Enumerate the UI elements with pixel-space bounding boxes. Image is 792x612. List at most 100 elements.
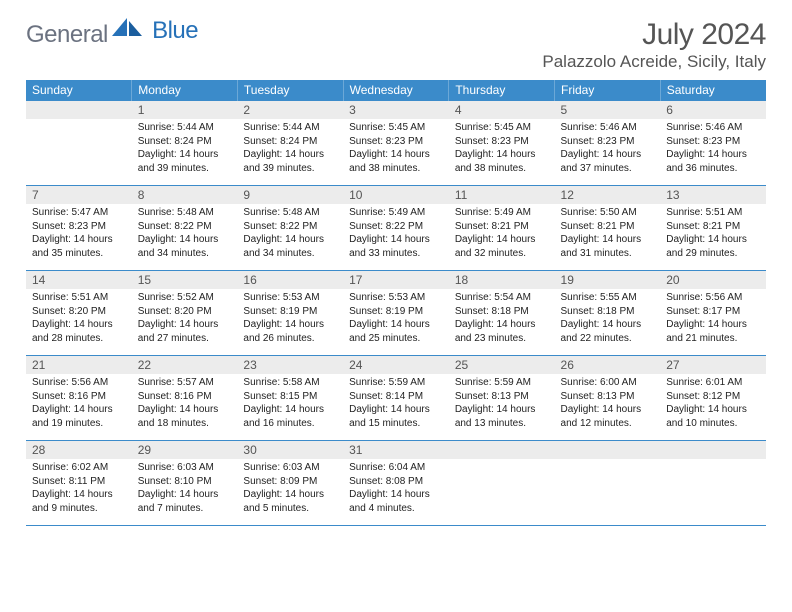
day-content-row: Sunrise: 6:02 AMSunset: 8:11 PMDaylight:…: [26, 459, 766, 526]
sunrise-text: Sunrise: 5:44 AM: [138, 121, 232, 135]
day-cell: Sunrise: 5:49 AMSunset: 8:22 PMDaylight:…: [343, 204, 449, 271]
daylight-text: Daylight: 14 hours and 31 minutes.: [561, 233, 655, 260]
day-number: 16: [237, 271, 343, 290]
weekday-header: Tuesday: [237, 80, 343, 101]
day-cell: [26, 119, 132, 186]
sunset-text: Sunset: 8:12 PM: [666, 390, 760, 404]
day-number: 22: [132, 356, 238, 375]
sunrise-text: Sunrise: 5:49 AM: [455, 206, 549, 220]
day-number: 14: [26, 271, 132, 290]
sunrise-text: Sunrise: 6:03 AM: [138, 461, 232, 475]
weekday-header: Sunday: [26, 80, 132, 101]
sunset-text: Sunset: 8:24 PM: [243, 135, 337, 149]
day-number: 10: [343, 186, 449, 205]
day-cell: Sunrise: 5:48 AMSunset: 8:22 PMDaylight:…: [237, 204, 343, 271]
sunset-text: Sunset: 8:19 PM: [349, 305, 443, 319]
daylight-text: Daylight: 14 hours and 13 minutes.: [455, 403, 549, 430]
sunset-text: Sunset: 8:20 PM: [138, 305, 232, 319]
daylight-text: Daylight: 14 hours and 10 minutes.: [666, 403, 760, 430]
location-subtitle: Palazzolo Acreide, Sicily, Italy: [26, 52, 766, 72]
day-number: 20: [660, 271, 766, 290]
day-number: 24: [343, 356, 449, 375]
sunrise-text: Sunrise: 5:51 AM: [666, 206, 760, 220]
weekday-header-row: Sunday Monday Tuesday Wednesday Thursday…: [26, 80, 766, 101]
day-cell: [660, 459, 766, 526]
day-number: 6: [660, 101, 766, 120]
sunrise-text: Sunrise: 5:56 AM: [32, 376, 126, 390]
sunrise-text: Sunrise: 5:46 AM: [561, 121, 655, 135]
daylight-text: Daylight: 14 hours and 39 minutes.: [138, 148, 232, 175]
daylight-text: Daylight: 14 hours and 26 minutes.: [243, 318, 337, 345]
sunset-text: Sunset: 8:23 PM: [349, 135, 443, 149]
day-cell: [449, 459, 555, 526]
daylight-text: Daylight: 14 hours and 16 minutes.: [243, 403, 337, 430]
sunrise-text: Sunrise: 5:53 AM: [349, 291, 443, 305]
day-number: 26: [555, 356, 661, 375]
sunrise-text: Sunrise: 5:44 AM: [243, 121, 337, 135]
sunset-text: Sunset: 8:19 PM: [243, 305, 337, 319]
day-number: [449, 441, 555, 460]
daylight-text: Daylight: 14 hours and 25 minutes.: [349, 318, 443, 345]
day-cell: Sunrise: 5:54 AMSunset: 8:18 PMDaylight:…: [449, 289, 555, 356]
sunrise-text: Sunrise: 5:45 AM: [349, 121, 443, 135]
day-cell: Sunrise: 6:01 AMSunset: 8:12 PMDaylight:…: [660, 374, 766, 441]
day-cell: Sunrise: 5:50 AMSunset: 8:21 PMDaylight:…: [555, 204, 661, 271]
daylight-text: Daylight: 14 hours and 33 minutes.: [349, 233, 443, 260]
brand-name-a: General: [26, 21, 108, 48]
day-number: 5: [555, 101, 661, 120]
day-number: 31: [343, 441, 449, 460]
sunrise-text: Sunrise: 5:49 AM: [349, 206, 443, 220]
daylight-text: Daylight: 14 hours and 28 minutes.: [32, 318, 126, 345]
daylight-text: Daylight: 14 hours and 22 minutes.: [561, 318, 655, 345]
day-cell: Sunrise: 5:45 AMSunset: 8:23 PMDaylight:…: [449, 119, 555, 186]
day-number: 30: [237, 441, 343, 460]
day-content-row: Sunrise: 5:56 AMSunset: 8:16 PMDaylight:…: [26, 374, 766, 441]
day-cell: Sunrise: 5:51 AMSunset: 8:20 PMDaylight:…: [26, 289, 132, 356]
daylight-text: Daylight: 14 hours and 7 minutes.: [138, 488, 232, 515]
day-cell: Sunrise: 6:00 AMSunset: 8:13 PMDaylight:…: [555, 374, 661, 441]
sunset-text: Sunset: 8:23 PM: [455, 135, 549, 149]
day-number-row: 28293031: [26, 441, 766, 460]
daylight-text: Daylight: 14 hours and 4 minutes.: [349, 488, 443, 515]
day-cell: Sunrise: 6:03 AMSunset: 8:09 PMDaylight:…: [237, 459, 343, 526]
day-number-row: 14151617181920: [26, 271, 766, 290]
day-cell: Sunrise: 5:51 AMSunset: 8:21 PMDaylight:…: [660, 204, 766, 271]
sunrise-text: Sunrise: 5:55 AM: [561, 291, 655, 305]
sunset-text: Sunset: 8:20 PM: [32, 305, 126, 319]
daylight-text: Daylight: 14 hours and 34 minutes.: [243, 233, 337, 260]
sunrise-text: Sunrise: 5:59 AM: [455, 376, 549, 390]
sail-icon: [112, 16, 150, 40]
sunrise-text: Sunrise: 5:54 AM: [455, 291, 549, 305]
sunrise-text: Sunrise: 6:00 AM: [561, 376, 655, 390]
day-number: 2: [237, 101, 343, 120]
day-cell: Sunrise: 5:48 AMSunset: 8:22 PMDaylight:…: [132, 204, 238, 271]
day-number: 9: [237, 186, 343, 205]
day-cell: Sunrise: 5:47 AMSunset: 8:23 PMDaylight:…: [26, 204, 132, 271]
day-cell: Sunrise: 5:46 AMSunset: 8:23 PMDaylight:…: [555, 119, 661, 186]
day-content-row: Sunrise: 5:51 AMSunset: 8:20 PMDaylight:…: [26, 289, 766, 356]
daylight-text: Daylight: 14 hours and 18 minutes.: [138, 403, 232, 430]
day-number: 29: [132, 441, 238, 460]
sunrise-text: Sunrise: 5:58 AM: [243, 376, 337, 390]
sunrise-text: Sunrise: 5:48 AM: [138, 206, 232, 220]
sunset-text: Sunset: 8:14 PM: [349, 390, 443, 404]
day-number: 18: [449, 271, 555, 290]
day-cell: Sunrise: 5:46 AMSunset: 8:23 PMDaylight:…: [660, 119, 766, 186]
day-number: [26, 101, 132, 120]
sunset-text: Sunset: 8:18 PM: [561, 305, 655, 319]
daylight-text: Daylight: 14 hours and 38 minutes.: [455, 148, 549, 175]
day-cell: Sunrise: 5:53 AMSunset: 8:19 PMDaylight:…: [343, 289, 449, 356]
day-number: 23: [237, 356, 343, 375]
page-header: General Blue July 2024: [26, 18, 766, 52]
day-cell: Sunrise: 5:55 AMSunset: 8:18 PMDaylight:…: [555, 289, 661, 356]
daylight-text: Daylight: 14 hours and 21 minutes.: [666, 318, 760, 345]
daylight-text: Daylight: 14 hours and 32 minutes.: [455, 233, 549, 260]
day-number: [555, 441, 661, 460]
sunset-text: Sunset: 8:22 PM: [243, 220, 337, 234]
brand-name-b: Blue: [152, 17, 198, 44]
sunrise-text: Sunrise: 5:48 AM: [243, 206, 337, 220]
daylight-text: Daylight: 14 hours and 35 minutes.: [32, 233, 126, 260]
sunrise-text: Sunrise: 5:45 AM: [455, 121, 549, 135]
sunrise-text: Sunrise: 5:56 AM: [666, 291, 760, 305]
daylight-text: Daylight: 14 hours and 29 minutes.: [666, 233, 760, 260]
